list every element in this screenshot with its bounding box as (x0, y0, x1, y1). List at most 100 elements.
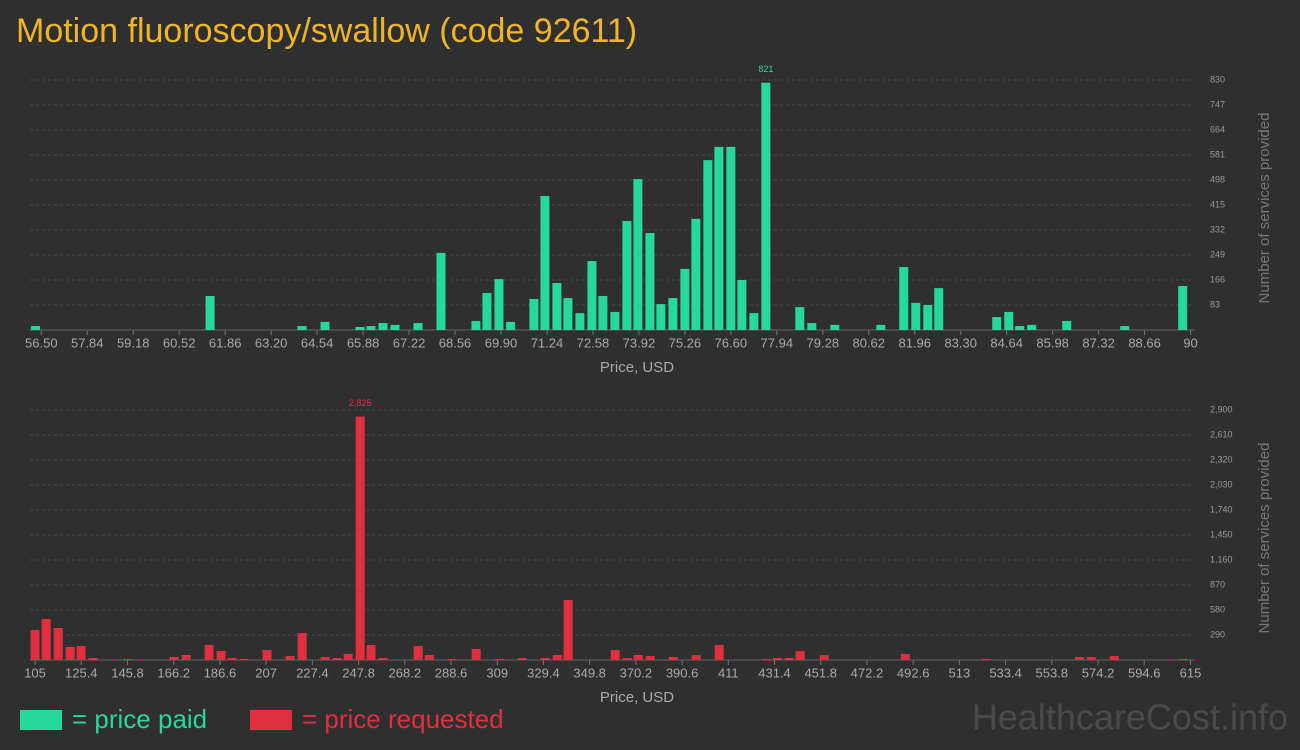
bar (934, 288, 944, 330)
bar (355, 416, 365, 660)
bar (703, 160, 713, 330)
y-axis-label: Number of services provided (1256, 443, 1273, 634)
bar (390, 324, 400, 330)
bar (494, 658, 504, 660)
bar (656, 304, 666, 330)
bar (1062, 320, 1072, 330)
bar (1015, 326, 1025, 330)
x-tick-label: 186.6 (204, 665, 237, 680)
bar (297, 326, 307, 330)
bar (622, 220, 632, 330)
bar (911, 302, 921, 330)
x-tick-label: 64.54 (301, 335, 334, 350)
bar (563, 298, 573, 330)
bar (76, 646, 86, 660)
bar (436, 252, 446, 330)
bar (366, 326, 376, 330)
bar (830, 324, 840, 330)
bar (204, 645, 214, 660)
bar (1178, 286, 1188, 330)
bar (471, 648, 481, 660)
bar (668, 656, 678, 660)
bar (239, 658, 249, 660)
bar (633, 179, 643, 330)
x-tick-label: 85.98 (1036, 335, 1069, 350)
bar (424, 655, 434, 660)
y-tick-label: 581 (1210, 149, 1225, 159)
y-tick-label: 830 (1210, 74, 1225, 84)
x-axis-label: Price, USD (600, 359, 674, 376)
bar (297, 633, 307, 660)
bar (610, 650, 620, 660)
bar (30, 630, 40, 660)
bar (413, 323, 423, 330)
x-tick-label: 56.50 (25, 335, 58, 350)
bar (471, 320, 481, 330)
x-tick-label: 553.8 (1036, 665, 1069, 680)
bar (41, 618, 51, 660)
x-tick-label: 411 (718, 665, 739, 680)
bar (366, 645, 376, 660)
y-tick-label: 2,900 (1210, 404, 1233, 414)
bar (598, 295, 608, 330)
bar (899, 267, 909, 330)
x-tick-label: 288.6 (435, 665, 468, 680)
y-tick-label: 747 (1210, 99, 1225, 109)
x-tick-label: 492.6 (897, 665, 930, 680)
bar (378, 323, 388, 330)
peak-label: 821 (758, 64, 773, 74)
x-tick-label: 77.94 (761, 335, 794, 350)
bar (320, 656, 330, 660)
bar (169, 656, 179, 660)
y-tick-label: 2,610 (1210, 429, 1233, 439)
x-tick-label: 329.4 (527, 665, 560, 680)
x-tick-label: 207 (255, 665, 277, 680)
bar (30, 326, 40, 330)
x-tick-label: 71.24 (531, 335, 564, 350)
bar (876, 324, 886, 330)
bar (691, 655, 701, 660)
y-tick-label: 1,740 (1210, 504, 1233, 514)
bar (1178, 658, 1188, 660)
y-tick-label: 580 (1210, 604, 1225, 614)
y-tick-label: 166 (1210, 274, 1225, 284)
bar (1004, 311, 1014, 330)
bar (123, 658, 133, 660)
bar (622, 658, 632, 660)
y-axis-label: Number of services provided (1256, 113, 1273, 304)
bar (320, 321, 330, 330)
legend-swatch (250, 710, 292, 730)
bar (633, 655, 643, 660)
bar (1074, 656, 1084, 660)
x-tick-label: 88.66 (1128, 335, 1161, 350)
x-tick-label: 513 (949, 665, 971, 680)
bar (355, 326, 365, 330)
legend-label: = price requested (302, 704, 504, 734)
bar (447, 658, 457, 660)
x-tick-label: 76.60 (715, 335, 748, 350)
x-tick-label: 60.52 (163, 335, 196, 350)
bar (378, 658, 388, 660)
x-tick-label: 390.6 (666, 665, 699, 680)
legend-swatch (20, 710, 62, 730)
bar (795, 307, 805, 330)
bar (494, 279, 504, 330)
bar (540, 658, 550, 660)
x-tick-label: 594.6 (1128, 665, 1161, 680)
x-tick-label: 83.30 (944, 335, 977, 350)
x-tick-label: 615 (1180, 665, 1202, 680)
x-tick-label: 84.64 (990, 335, 1023, 350)
x-tick-label: 67.22 (393, 335, 426, 350)
bar (784, 658, 794, 660)
bar (205, 295, 215, 330)
x-tick-label: 72.58 (577, 335, 610, 350)
bar (482, 292, 492, 330)
bar (506, 321, 516, 330)
bar (807, 323, 817, 330)
bar (923, 305, 933, 330)
bar (540, 195, 550, 330)
bar (332, 658, 342, 660)
